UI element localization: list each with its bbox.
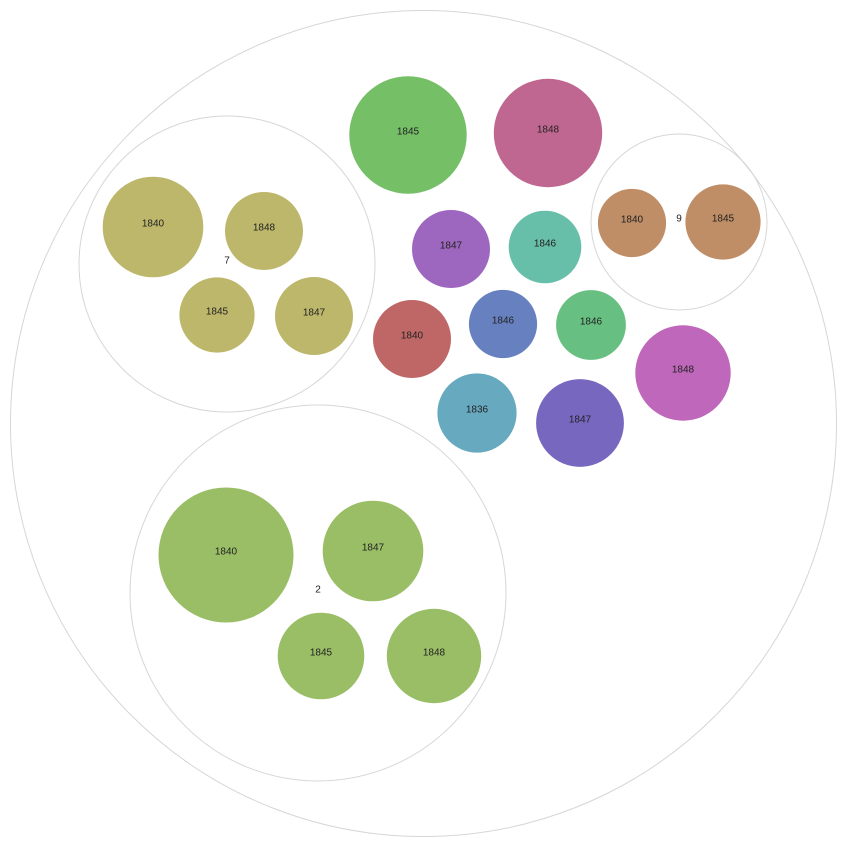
bubble-label: 1848 (423, 648, 446, 659)
root-bubble (10, 10, 837, 837)
group-label: 7 (224, 256, 230, 267)
bubble[interactable] (179, 277, 255, 353)
bubble-label: 1848 (253, 223, 276, 234)
bubble[interactable] (597, 188, 667, 258)
bubble-label: 1836 (466, 405, 489, 416)
bubble-label: 1840 (621, 215, 644, 226)
bubble[interactable] (685, 184, 761, 260)
bubble[interactable] (102, 176, 204, 278)
bubble[interactable] (412, 210, 490, 288)
group-bubble (590, 133, 768, 311)
bubble[interactable] (386, 608, 482, 704)
bubble-label: 1847 (569, 415, 592, 426)
group-bubble (78, 115, 376, 413)
bubble-label: 1840 (215, 547, 238, 558)
bubble[interactable] (556, 290, 626, 360)
bubble[interactable] (536, 379, 624, 467)
bubble-label: 1840 (401, 331, 424, 342)
bubble[interactable] (322, 500, 424, 602)
bubble[interactable] (437, 373, 517, 453)
bubble[interactable] (508, 210, 582, 284)
bubble-label: 1845 (712, 214, 735, 225)
bubble[interactable] (277, 612, 365, 700)
bubble[interactable] (373, 300, 451, 378)
bubble-label: 1848 (672, 365, 695, 376)
bubble-label: 1846 (580, 317, 603, 328)
bubble[interactable] (225, 192, 303, 270)
bubble-label: 1846 (534, 239, 557, 250)
group-label: 9 (676, 214, 682, 225)
bubble[interactable] (158, 487, 294, 623)
bubble[interactable] (275, 277, 353, 355)
bubble-label: 1845 (397, 127, 420, 138)
group-label: 2 (315, 585, 321, 596)
bubble-label: 1845 (310, 648, 333, 659)
bubble[interactable] (493, 78, 603, 188)
bubble[interactable] (468, 289, 538, 359)
bubble-label: 1845 (206, 307, 229, 318)
bubble-label: 1840 (142, 219, 165, 230)
bubble-label: 1847 (303, 308, 326, 319)
bubble-label: 1847 (362, 543, 385, 554)
bubble-label: 1846 (492, 316, 515, 327)
bubble-label: 1847 (440, 241, 463, 252)
bubble-label: 1848 (537, 125, 560, 136)
bubble[interactable] (349, 76, 467, 194)
bubble[interactable] (635, 325, 731, 421)
group-bubble (129, 404, 507, 782)
